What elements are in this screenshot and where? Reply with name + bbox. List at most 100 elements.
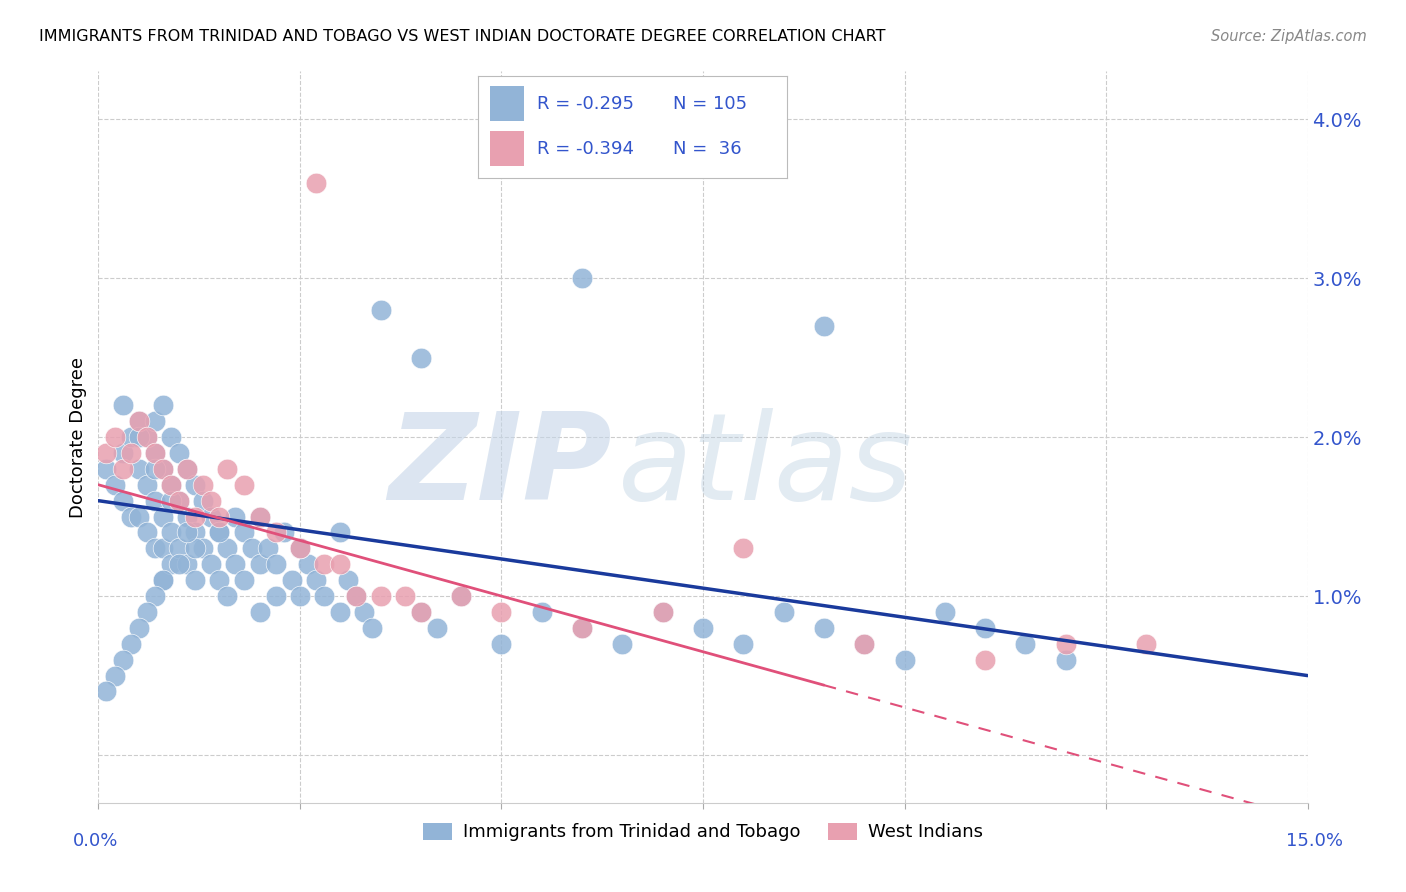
Point <box>288 589 311 603</box>
Point <box>160 493 183 508</box>
Point <box>370 302 392 317</box>
Point <box>135 430 157 444</box>
Point <box>249 509 271 524</box>
Point <box>96 446 118 460</box>
Text: atlas: atlas <box>619 408 914 524</box>
Point <box>426 621 449 635</box>
Point <box>249 605 271 619</box>
Point <box>353 605 375 619</box>
Point <box>120 446 142 460</box>
Point <box>111 493 134 508</box>
Point <box>111 446 134 460</box>
Point <box>135 477 157 491</box>
Point <box>491 637 513 651</box>
Point <box>813 318 835 333</box>
Text: 0.0%: 0.0% <box>73 832 118 850</box>
Point <box>184 509 207 524</box>
Point <box>128 430 150 444</box>
Point <box>314 558 336 572</box>
Point <box>167 541 190 556</box>
Point <box>176 558 198 572</box>
Point <box>853 637 876 651</box>
Point <box>208 525 231 540</box>
Point <box>143 414 166 428</box>
Point <box>772 605 794 619</box>
Point <box>111 462 134 476</box>
Point <box>571 271 593 285</box>
Point <box>1054 653 1077 667</box>
Point <box>176 462 198 476</box>
Point <box>934 605 956 619</box>
Point <box>167 493 190 508</box>
Point <box>530 605 553 619</box>
Text: Source: ZipAtlas.com: Source: ZipAtlas.com <box>1211 29 1367 44</box>
Point <box>184 573 207 587</box>
Point <box>167 493 190 508</box>
Point <box>193 493 215 508</box>
Point <box>288 541 311 556</box>
Point <box>344 589 367 603</box>
Point <box>217 589 239 603</box>
Point <box>974 653 997 667</box>
Point <box>103 668 125 682</box>
Point <box>176 462 198 476</box>
Point <box>571 621 593 635</box>
Point <box>361 621 384 635</box>
Point <box>224 558 246 572</box>
Point <box>103 430 125 444</box>
Point <box>143 446 166 460</box>
Point <box>184 477 207 491</box>
Point <box>288 541 311 556</box>
Point <box>167 446 190 460</box>
Point <box>208 573 231 587</box>
Point <box>409 351 432 365</box>
Point <box>143 493 166 508</box>
Point <box>152 573 174 587</box>
Point <box>651 605 673 619</box>
Point <box>152 462 174 476</box>
Point <box>160 525 183 540</box>
Point <box>651 605 673 619</box>
Text: R = -0.394: R = -0.394 <box>537 140 634 158</box>
Point <box>337 573 360 587</box>
Point <box>264 525 287 540</box>
Point <box>288 541 311 556</box>
Text: N = 105: N = 105 <box>673 95 747 112</box>
Point <box>176 509 198 524</box>
FancyBboxPatch shape <box>491 87 524 121</box>
Point <box>208 509 231 524</box>
Point <box>305 176 328 190</box>
Point <box>143 446 166 460</box>
Point <box>111 398 134 412</box>
Point <box>409 605 432 619</box>
Point <box>1014 637 1036 651</box>
Point <box>571 621 593 635</box>
Point <box>612 637 634 651</box>
Point <box>240 541 263 556</box>
Point <box>974 621 997 635</box>
Point <box>217 541 239 556</box>
Point <box>128 462 150 476</box>
Point <box>249 558 271 572</box>
Point <box>409 605 432 619</box>
Point <box>273 525 295 540</box>
Point <box>152 398 174 412</box>
Point <box>143 589 166 603</box>
Point <box>344 589 367 603</box>
Point <box>200 558 222 572</box>
Point <box>96 462 118 476</box>
Point <box>733 541 755 556</box>
Point <box>232 477 254 491</box>
Text: R = -0.295: R = -0.295 <box>537 95 634 112</box>
Point <box>193 477 215 491</box>
Point <box>135 525 157 540</box>
Point <box>256 541 278 556</box>
Point <box>152 509 174 524</box>
Point <box>692 621 714 635</box>
Point <box>120 430 142 444</box>
Point <box>893 653 915 667</box>
Point <box>143 462 166 476</box>
Point <box>176 525 198 540</box>
Point <box>1135 637 1157 651</box>
Point <box>167 558 190 572</box>
